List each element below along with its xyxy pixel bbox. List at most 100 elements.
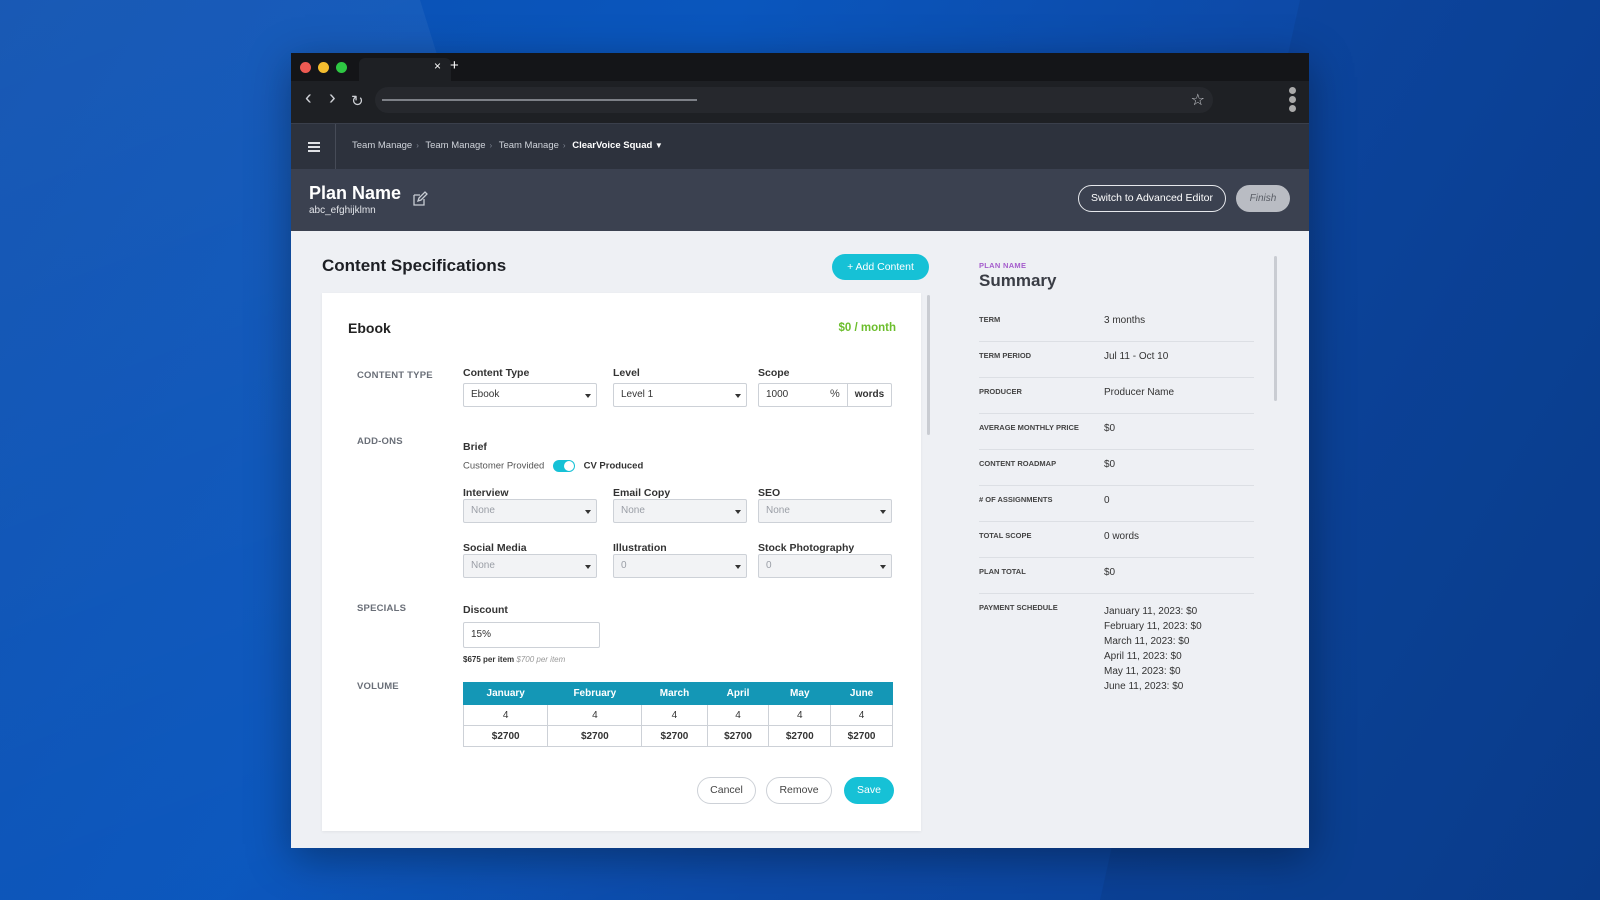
summary-row: # OF ASSIGNMENTS 0 bbox=[979, 494, 1254, 522]
payment-schedule-label: PAYMENT SCHEDULE bbox=[979, 603, 1058, 612]
scope-input[interactable]: 1000 % words bbox=[758, 383, 892, 407]
payment-schedule-item: April 11, 2023: $0 bbox=[1104, 651, 1182, 662]
summary-row: TOTAL SCOPE 0 words bbox=[979, 530, 1254, 558]
volume-price-cell: $2700 bbox=[547, 725, 643, 747]
summary-key: PLAN TOTAL bbox=[979, 567, 1026, 576]
illustration-select[interactable]: 0 bbox=[613, 554, 747, 578]
reload-icon[interactable]: ↻ bbox=[351, 93, 364, 110]
volume-month-header: June bbox=[830, 682, 893, 705]
brief-toggle[interactable] bbox=[552, 460, 575, 472]
volume-count-cell[interactable]: 4 bbox=[830, 704, 893, 726]
summary-key: TERM bbox=[979, 315, 1001, 324]
summary-value: $0 bbox=[1104, 567, 1116, 578]
discount-input[interactable]: 15% bbox=[463, 622, 600, 648]
summary-key: TERM PERIOD bbox=[979, 351, 1032, 360]
url-field[interactable]: ☆ bbox=[375, 87, 1213, 113]
social-media-select[interactable]: None bbox=[463, 554, 597, 578]
original-price: $700 per item bbox=[516, 655, 566, 664]
summary-row: PLAN TOTAL $0 bbox=[979, 566, 1254, 594]
breadcrumb-item[interactable]: Team Manage bbox=[425, 140, 486, 151]
bookmark-star-icon[interactable]: ☆ bbox=[1190, 92, 1205, 109]
content-scrollbar[interactable] bbox=[927, 295, 930, 435]
breadcrumb: Team Manage › Team Manage › Team Manage › C… bbox=[352, 140, 663, 151]
volume-count-cell[interactable]: 4 bbox=[641, 704, 708, 726]
browser-titlebar: × + bbox=[291, 53, 1309, 81]
section-addons: ADD-ONS bbox=[357, 436, 403, 447]
scope-value[interactable]: 1000 bbox=[766, 389, 789, 400]
customer-provided-label: Customer Provided bbox=[463, 460, 545, 472]
forward-icon[interactable]: › bbox=[329, 87, 336, 109]
cv-produced-label: CV Produced bbox=[583, 460, 644, 472]
percent-icon[interactable]: % bbox=[830, 388, 840, 400]
volume-month-header: May bbox=[768, 682, 832, 705]
add-content-button[interactable]: + Add Content bbox=[832, 254, 929, 280]
discounted-price: $675 per item bbox=[463, 655, 515, 664]
plan-title: Plan Name bbox=[309, 183, 402, 203]
summary-key: AVERAGE MONTHLY PRICE bbox=[979, 423, 1079, 432]
volume-count-cell[interactable]: 4 bbox=[462, 704, 549, 726]
summary-value: Jul 11 - Oct 10 bbox=[1104, 351, 1169, 362]
summary-value: 3 months bbox=[1104, 315, 1146, 326]
brief-toggle-row: Customer Provided CV Produced bbox=[463, 460, 643, 472]
payment-schedule-item: June 11, 2023: $0 bbox=[1104, 681, 1184, 692]
address-bar-row: ‹ › ↻ ☆ bbox=[291, 81, 1309, 123]
breadcrumb-item[interactable]: Team Manage bbox=[352, 140, 413, 151]
summary-value: $0 bbox=[1104, 459, 1116, 470]
interview-label: Interview bbox=[463, 487, 509, 499]
brief-label: Brief bbox=[463, 441, 487, 453]
volume-month-header: March bbox=[641, 682, 708, 705]
summary-key: TOTAL SCOPE bbox=[979, 531, 1032, 540]
content-type-select[interactable]: Ebook bbox=[463, 383, 597, 407]
seo-label: SEO bbox=[758, 487, 781, 499]
email-copy-select[interactable]: None bbox=[613, 499, 747, 523]
volume-count-cell[interactable]: 4 bbox=[706, 704, 770, 726]
stock-photography-select[interactable]: 0 bbox=[758, 554, 892, 578]
scope-unit: words bbox=[847, 384, 891, 406]
summary-scrollbar[interactable] bbox=[1274, 256, 1277, 401]
volume-count-cell[interactable]: 4 bbox=[547, 704, 643, 726]
discount-note: $675 per item $700 per item bbox=[463, 655, 565, 664]
browser-menu-icon[interactable] bbox=[1289, 87, 1297, 114]
back-icon[interactable]: ‹ bbox=[305, 87, 312, 109]
payment-schedule-item: February 11, 2023: $0 bbox=[1104, 621, 1202, 632]
summary-value: 0 words bbox=[1104, 531, 1140, 542]
edit-icon[interactable] bbox=[412, 191, 428, 207]
switch-advanced-editor-button[interactable]: Switch to Advanced Editor bbox=[1078, 185, 1226, 212]
maximize-window-dot[interactable] bbox=[336, 62, 347, 73]
card-price: $0 / month bbox=[838, 322, 896, 334]
save-button[interactable]: Save bbox=[844, 777, 894, 804]
summary-value: $0 bbox=[1104, 423, 1116, 434]
summary-value: Producer Name bbox=[1104, 387, 1175, 398]
minimize-window-dot[interactable] bbox=[318, 62, 329, 73]
breadcrumb-current[interactable]: ClearVoice Squad bbox=[572, 140, 653, 151]
level-select[interactable]: Level 1 bbox=[613, 383, 747, 407]
browser-tab[interactable] bbox=[359, 58, 451, 81]
scope-label: Scope bbox=[758, 367, 790, 379]
close-window-dot[interactable] bbox=[300, 62, 311, 73]
volume-price-cell: $2700 bbox=[462, 725, 549, 747]
summary-kicker: PLAN NAME bbox=[979, 261, 1027, 270]
cancel-button[interactable]: Cancel bbox=[697, 777, 756, 804]
new-tab-icon[interactable]: + bbox=[450, 57, 459, 74]
summary-title: Summary bbox=[979, 271, 1057, 290]
summary-row: AVERAGE MONTHLY PRICE $0 bbox=[979, 422, 1254, 450]
chevron-down-icon[interactable]: ▼ bbox=[654, 141, 663, 150]
remove-button[interactable]: Remove bbox=[766, 777, 832, 804]
email-copy-label: Email Copy bbox=[613, 487, 671, 499]
volume-month-header: February bbox=[547, 682, 643, 705]
summary-row: PRODUCER Producer Name bbox=[979, 386, 1254, 414]
volume-count-cell[interactable]: 4 bbox=[768, 704, 832, 726]
breadcrumb-item[interactable]: Team Manage bbox=[498, 140, 559, 151]
volume-price-cell: $2700 bbox=[706, 725, 770, 747]
hamburger-menu-icon[interactable] bbox=[291, 124, 336, 170]
volume-table: January February March April May June 4 … bbox=[462, 682, 893, 747]
finish-button[interactable]: Finish bbox=[1236, 185, 1290, 212]
tab-close-icon[interactable]: × bbox=[434, 59, 442, 73]
summary-value: 0 bbox=[1104, 495, 1110, 506]
url-placeholder-line bbox=[382, 99, 697, 101]
seo-select[interactable]: None bbox=[758, 499, 892, 523]
main-content: Content Specifications + Add Content Ebo… bbox=[291, 231, 1309, 848]
stock-photography-label: Stock Photography bbox=[758, 542, 855, 554]
interview-select[interactable]: None bbox=[463, 499, 597, 523]
plan-header: Plan Name abc_efghijklmn Switch to Advan… bbox=[291, 169, 1309, 231]
